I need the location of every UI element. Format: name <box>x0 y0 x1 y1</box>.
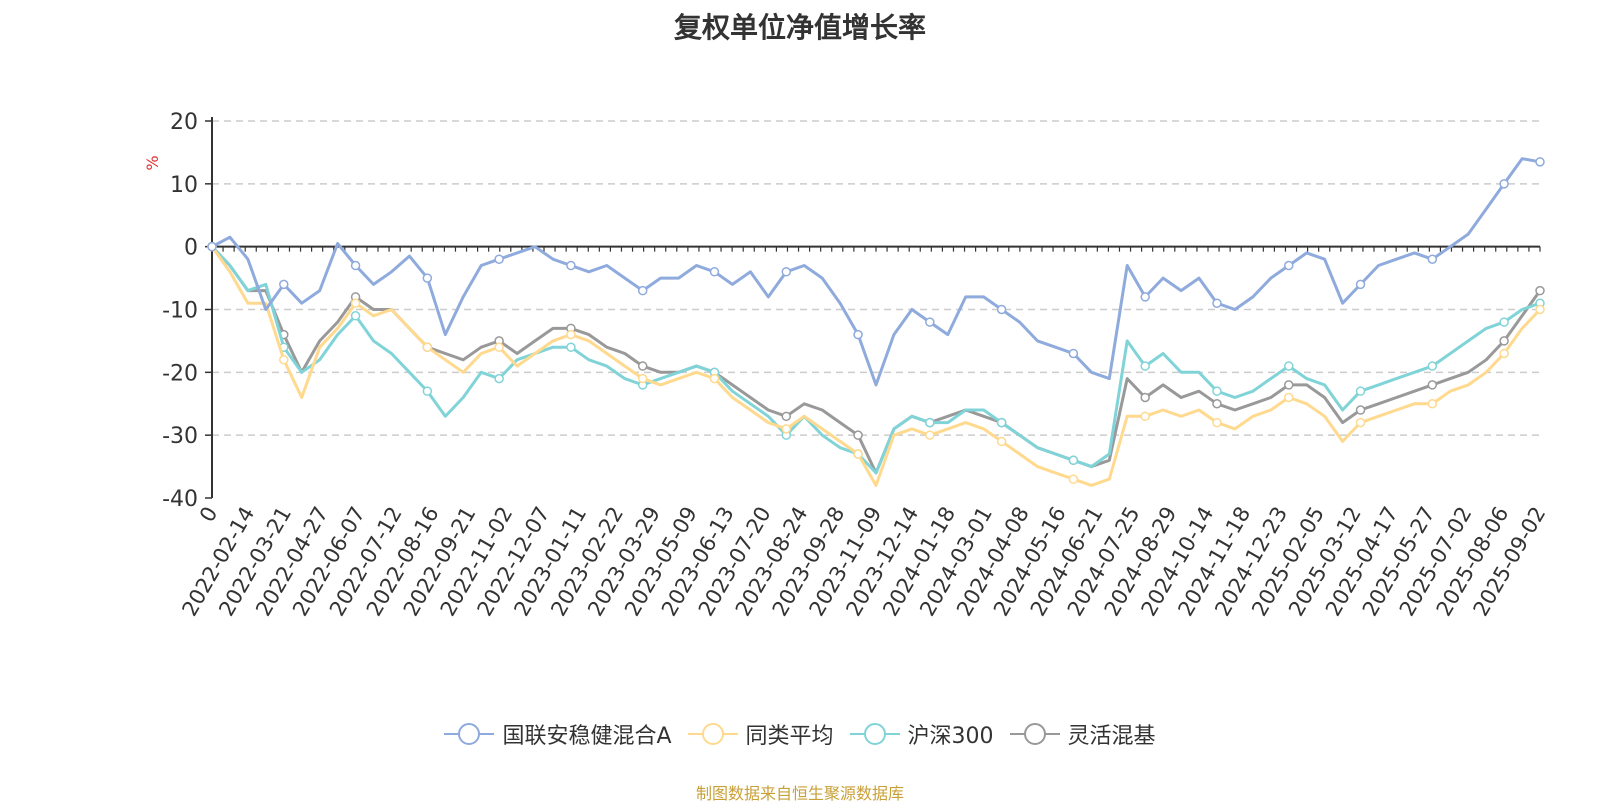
data-point <box>279 279 289 290</box>
series-line <box>211 157 1541 387</box>
data-point <box>996 417 1007 428</box>
data-point <box>494 373 504 384</box>
data-point <box>1068 455 1079 466</box>
data-point <box>350 298 361 308</box>
data-point <box>1212 386 1222 396</box>
data-point <box>1212 298 1222 308</box>
series-line <box>210 245 1542 487</box>
data-point <box>1355 405 1366 415</box>
data-point <box>1535 285 1545 296</box>
data-point <box>566 260 576 271</box>
data-point <box>1284 380 1294 390</box>
data-point <box>1427 380 1438 390</box>
data-point <box>853 449 863 459</box>
data-point <box>925 430 935 440</box>
line-chart: 20100-10-20-30-40%02022-02-142022-03-212… <box>143 110 1550 620</box>
data-point <box>422 342 433 352</box>
data-point <box>853 430 863 440</box>
legend: 国联安稳健混合A 同类平均 沪深300 灵活混基 <box>0 718 1600 753</box>
data-point <box>853 329 863 340</box>
y-tick-label: 0 <box>184 236 198 261</box>
data-point <box>1140 392 1150 403</box>
series-line <box>210 245 1541 475</box>
legend-marker-icon <box>849 723 900 745</box>
legend-item[interactable]: 沪深300 <box>849 718 994 750</box>
data-point <box>1427 361 1438 371</box>
legend-marker-icon <box>1009 723 1060 745</box>
y-tick-label: -10 <box>162 299 198 324</box>
data-point <box>1284 260 1294 271</box>
data-point <box>996 304 1007 315</box>
data-point <box>1499 336 1509 346</box>
y-tick-label: -40 <box>162 487 198 512</box>
data-point <box>1499 317 1509 327</box>
data-point <box>566 329 576 340</box>
data-point <box>1427 254 1438 264</box>
data-point <box>350 260 361 271</box>
data-point <box>781 267 792 277</box>
source-note: 制图数据来自恒生聚源数据库 <box>695 784 904 803</box>
data-point <box>709 267 720 277</box>
data-point <box>996 436 1007 447</box>
data-point <box>781 424 792 434</box>
data-point <box>1284 392 1294 403</box>
data-point <box>1355 279 1366 290</box>
data-point <box>1535 304 1545 315</box>
y-axis-label: % <box>143 155 162 170</box>
data-point <box>1427 399 1438 409</box>
data-point <box>494 254 504 264</box>
data-point <box>279 355 289 365</box>
data-point <box>925 317 935 327</box>
legend-label: 同类平均 <box>745 724 834 749</box>
data-point <box>709 373 720 384</box>
legend-marker-icon <box>687 723 738 745</box>
data-point <box>1068 474 1079 484</box>
data-point <box>1140 411 1150 422</box>
data-point <box>422 273 433 283</box>
legend-label: 灵活混基 <box>1067 724 1156 749</box>
legend-label: 沪深300 <box>907 724 994 749</box>
data-point <box>637 373 648 384</box>
data-point <box>1499 348 1509 359</box>
data-point <box>207 241 217 252</box>
data-point <box>637 285 648 296</box>
data-point <box>1140 292 1150 302</box>
data-point <box>781 411 792 422</box>
legend-item[interactable]: 国联安稳健混合A <box>444 718 672 750</box>
data-point <box>925 417 935 428</box>
y-tick-label: -20 <box>162 361 198 386</box>
legend-marker-icon <box>444 723 495 745</box>
y-tick-label: 20 <box>170 110 198 135</box>
data-point <box>637 361 648 371</box>
data-point <box>1068 348 1079 359</box>
chart-title: 复权单位净值增长率 <box>673 11 926 44</box>
data-point <box>1212 417 1222 428</box>
data-point <box>1284 361 1294 371</box>
y-tick-label: -30 <box>162 424 198 449</box>
data-point <box>566 342 576 352</box>
data-point <box>1535 157 1545 167</box>
legend-item[interactable]: 同类平均 <box>687 718 834 750</box>
data-point <box>1499 179 1509 189</box>
data-point <box>494 342 504 352</box>
data-point <box>422 386 433 396</box>
legend-label: 国联安稳健混合A <box>502 724 672 749</box>
data-point <box>1355 417 1366 428</box>
data-point <box>1212 399 1222 409</box>
x-tick-label: 0 <box>195 503 222 527</box>
data-point <box>1140 361 1150 371</box>
y-tick-label: 10 <box>170 173 198 198</box>
data-point <box>350 311 361 321</box>
data-point <box>1355 386 1366 396</box>
legend-item[interactable]: 灵活混基 <box>1009 718 1156 750</box>
